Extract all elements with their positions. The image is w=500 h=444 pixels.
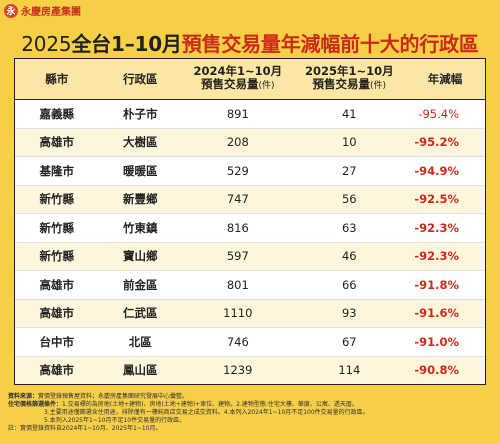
cell-city: 基隆市 xyxy=(15,157,99,186)
cell-city: 新竹縣 xyxy=(15,214,99,243)
cell-yoy-drop: -92.3% xyxy=(405,214,485,243)
cell-2025-volume: 63 xyxy=(293,214,406,243)
table-row: 高雄市 鳳山區 1239 114 -90.8% xyxy=(15,356,485,384)
cell-district: 竹東鎮 xyxy=(98,214,183,243)
footnote: 註：實價登錄資料自2024年1~10月、2025年1~10月。 xyxy=(8,425,162,432)
cell-2024-volume: 891 xyxy=(182,100,294,129)
header-2024: 2024年1~10月 預售交易量(件) xyxy=(182,59,294,100)
cell-2024-volume: 597 xyxy=(182,242,294,271)
notes: 資料來源：實價登錄預售屋資料；永慶房產集團研究發展中心彙整。 住宅價格篩選條件：… xyxy=(8,393,494,433)
cell-2024-volume: 1110 xyxy=(182,299,294,328)
table-row: 高雄市 仁武區 1110 93 -91.6% xyxy=(15,299,485,328)
cell-2024-volume: 746 xyxy=(182,328,294,357)
table-row: 新竹縣 新豐鄉 747 56 -92.5% xyxy=(15,185,485,214)
header-district: 行政區 xyxy=(98,59,183,100)
page-title: 2025全台1–10月預售交易量年減幅前十大的行政區 xyxy=(0,28,500,57)
cell-yoy-drop: -91.0% xyxy=(405,328,485,357)
cell-2025-volume: 67 xyxy=(293,328,406,357)
table-row: 台中市 北區 746 67 -91.0% xyxy=(15,328,485,357)
cell-city: 高雄市 xyxy=(15,271,99,300)
cell-2025-volume: 46 xyxy=(293,242,406,271)
cell-2025-volume: 41 xyxy=(293,100,406,129)
cell-district: 暖暖區 xyxy=(98,157,183,186)
cell-yoy-drop: -95.2% xyxy=(405,128,485,157)
cell-2024-volume: 208 xyxy=(182,128,294,157)
cell-yoy-drop: -94.9% xyxy=(405,157,485,186)
title-lead: 全台1–10月 xyxy=(71,32,182,56)
title-accent: 預售交易量年減幅前十大的行政區 xyxy=(181,32,479,56)
cell-2024-volume: 801 xyxy=(182,271,294,300)
header-2025: 2025年1~10月 預售交易量(件) xyxy=(293,59,406,100)
header-2025-unit: (件) xyxy=(370,81,387,91)
header-city: 縣市 xyxy=(15,59,99,100)
table-row: 高雄市 前金區 801 66 -91.8% xyxy=(15,271,485,300)
cell-yoy-drop: -91.6% xyxy=(405,299,485,328)
cell-yoy-drop: -92.5% xyxy=(405,185,485,214)
table-row: 高雄市 大樹區 208 10 -95.2% xyxy=(15,128,485,157)
header-2025-metric: 預售交易量 xyxy=(312,77,371,91)
definition-note-line: 5.本列入2025年1~10月不足10件交易量的行政區。 xyxy=(44,417,186,424)
cell-city: 新竹縣 xyxy=(15,185,99,214)
source-note: 資料來源：實價登錄預售屋資料；永慶房產集團研究發展中心彙整。 xyxy=(8,393,189,400)
header-2025-period: 2025年1~10月 xyxy=(304,64,394,78)
header-2024-unit: (件) xyxy=(258,81,275,91)
cell-2025-volume: 114 xyxy=(293,356,406,384)
cell-2025-volume: 10 xyxy=(293,128,406,157)
cell-yoy-drop: -91.8% xyxy=(405,271,485,300)
table-row: 新竹縣 竹東鎮 816 63 -92.3% xyxy=(15,214,485,243)
brand-logo: 永 永慶房產集團 xyxy=(4,2,81,19)
cell-district: 新豐鄉 xyxy=(98,185,183,214)
definition-note-line: 3.主要用途僅篩選含住用途，排除僅有一樓純商店交易之成交資料。4.本列入2024… xyxy=(44,409,369,416)
cell-yoy-drop: -90.8% xyxy=(405,356,485,384)
brand-name: 永慶房產集團 xyxy=(21,7,81,18)
cell-2025-volume: 93 xyxy=(293,299,406,328)
cell-yoy-drop: -95.4% xyxy=(405,100,485,129)
cell-yoy-drop: -92.3% xyxy=(405,242,485,271)
title-year: 2025 xyxy=(21,32,72,56)
cell-2025-volume: 56 xyxy=(293,185,406,214)
cell-district: 鳳山區 xyxy=(98,356,183,384)
table-row: 基隆市 暖暖區 529 27 -94.9% xyxy=(15,157,485,186)
cell-district: 寶山鄉 xyxy=(98,242,183,271)
cell-2024-volume: 529 xyxy=(182,157,294,186)
table-row: 新竹縣 寶山鄉 597 46 -92.3% xyxy=(15,242,485,271)
cell-2024-volume: 747 xyxy=(182,185,294,214)
header-2024-metric: 預售交易量 xyxy=(201,77,259,91)
cell-district: 朴子市 xyxy=(98,100,183,129)
cell-district: 大樹區 xyxy=(98,128,183,157)
header-drop: 年減幅 xyxy=(405,59,485,100)
cell-2024-volume: 1239 xyxy=(182,356,294,384)
table-header-row: 縣市 行政區 2024年1~10月 預售交易量(件) 2025年1~10月 預售… xyxy=(15,59,485,100)
definition-note: 住宅價格篩選條件：1.交易標的為房地(土地+建物)、房地(土地+建物)+車位、建… xyxy=(8,401,358,408)
cell-city: 高雄市 xyxy=(15,356,99,384)
cell-district: 北區 xyxy=(98,328,183,357)
cell-city: 高雄市 xyxy=(15,128,99,157)
decline-table: 縣市 行政區 2024年1~10月 預售交易量(件) 2025年1~10月 預售… xyxy=(14,58,486,385)
cell-district: 仁武區 xyxy=(98,299,183,328)
cell-district: 前金區 xyxy=(98,271,183,300)
brand-emblem-icon: 永 xyxy=(4,3,18,18)
cell-2024-volume: 816 xyxy=(182,214,294,243)
cell-city: 新竹縣 xyxy=(15,242,99,271)
cell-city: 嘉義縣 xyxy=(15,100,99,129)
cell-city: 台中市 xyxy=(15,328,99,357)
cell-city: 高雄市 xyxy=(15,299,99,328)
cell-2025-volume: 27 xyxy=(293,157,406,186)
cell-2025-volume: 66 xyxy=(293,271,406,300)
header-2024-period: 2024年1~10月 xyxy=(193,64,283,78)
table-row: 嘉義縣 朴子市 891 41 -95.4% xyxy=(15,100,485,129)
